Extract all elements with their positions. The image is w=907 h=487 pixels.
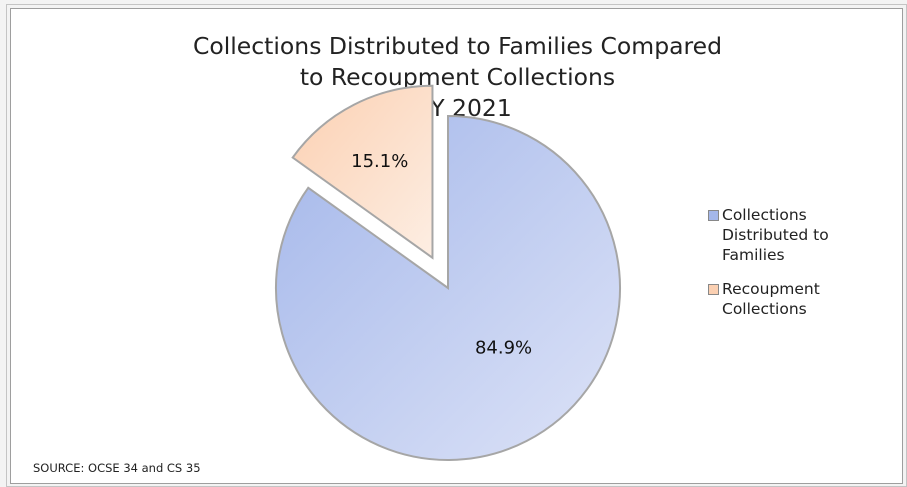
chart-legend: Collections Distributed to Families Reco… xyxy=(708,205,888,333)
legend-swatch-distributed xyxy=(708,210,719,221)
chart-title: Collections Distributed to Families Comp… xyxy=(11,31,904,124)
legend-item-distributed: Collections Distributed to Families xyxy=(708,205,888,265)
chart-frame: Collections Distributed to Families Comp… xyxy=(10,8,903,484)
chart-title-line-1: Collections Distributed to Families Comp… xyxy=(192,32,723,60)
legend-item-recoupment: Recoupment Collections xyxy=(708,279,888,319)
source-note: SOURCE: OCSE 34 and CS 35 xyxy=(33,461,201,475)
legend-label-recoupment: Recoupment Collections xyxy=(722,280,820,318)
pie-chart: 84.9% 15.1% xyxy=(275,84,621,461)
pie-slice-recoupment xyxy=(291,84,434,260)
legend-label-distributed: Collections Distributed to Families xyxy=(722,206,829,264)
legend-swatch-recoupment xyxy=(708,284,719,295)
chart-title-line-2: to Recoupment Collections xyxy=(299,63,616,91)
pie-slice-distributed xyxy=(275,114,621,461)
data-label-distributed: 84.9% xyxy=(475,338,532,359)
data-label-recoupment: 15.1% xyxy=(351,151,408,172)
